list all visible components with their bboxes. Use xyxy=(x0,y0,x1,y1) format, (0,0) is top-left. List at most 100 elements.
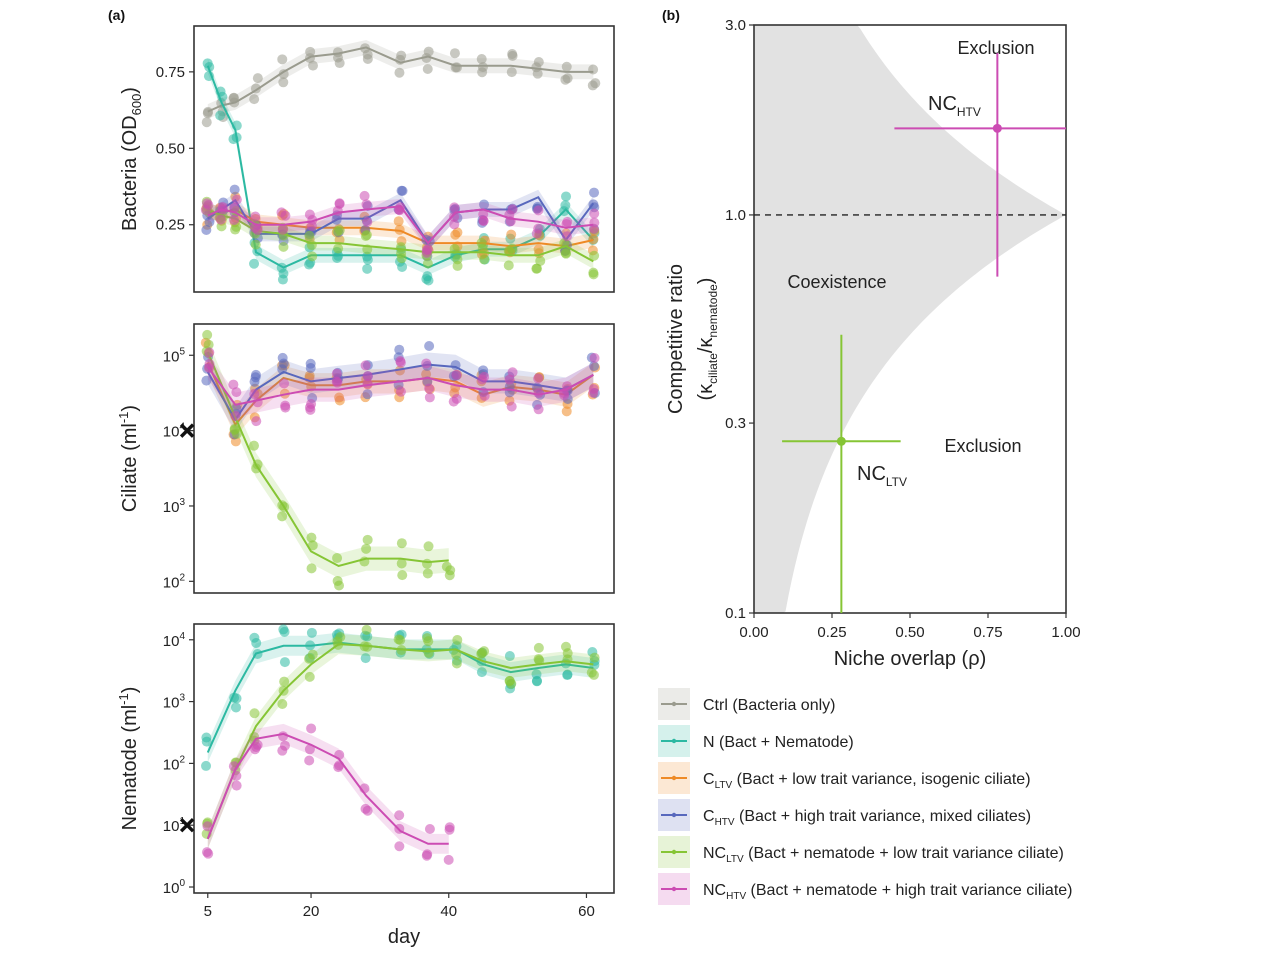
bacteria-nc_ltv-replicate-point xyxy=(535,255,546,266)
bacteria-y-tick-label: 0.25 xyxy=(156,217,185,234)
bacteria-nc_htv-confidence-band xyxy=(207,198,594,251)
bacteria-ctrl-replicate-point xyxy=(307,60,318,71)
tick-exponent: 2 xyxy=(179,572,185,583)
bacteria-nc_ltv-replicate-point xyxy=(332,226,343,237)
ciliate-nc_htv-mean-line xyxy=(206,366,594,406)
y-label-end: ) xyxy=(119,687,141,694)
tick-base: 10 xyxy=(163,756,180,773)
bacteria-ctrl-replicate-point xyxy=(201,117,212,128)
nematode-x-tick-label: 60 xyxy=(578,903,595,920)
bacteria-n-replicate-point xyxy=(362,263,373,274)
niche-x-tick-label: 0.25 xyxy=(817,624,846,641)
bacteria-nc_htv-replicate-point xyxy=(362,217,373,228)
legend-text: N (Bact + Nematode) xyxy=(703,734,854,751)
nematode-plot-frame xyxy=(193,623,615,894)
nematode-nc_htv-replicate-point xyxy=(424,824,435,835)
nc_htv-point-label: NCHTV xyxy=(928,93,981,119)
ratio-subscript-nematode: nematode xyxy=(706,284,720,338)
bacteria-ctrl-replicate-point xyxy=(422,64,433,75)
niche-y-axis-label: Competitive ratio xyxy=(665,264,687,414)
nematode-nc_ltv-replicate-point xyxy=(504,675,515,686)
ciliate-c_ltv-replicate-point xyxy=(561,406,572,417)
bacteria-ctrl-replicate-point xyxy=(423,46,434,57)
ciliate-nc_ltv-replicate-point xyxy=(277,511,288,522)
nematode-x-tick-label: 5 xyxy=(204,903,212,920)
ciliate-c_htv-replicate-point xyxy=(231,403,242,414)
legend-text-rest: (Bact + nematode + high trait variance c… xyxy=(746,882,1072,899)
bacteria-nc_ltv-replicate-point xyxy=(278,241,289,252)
nematode-n-replicate-point xyxy=(476,667,487,678)
bacteria-n-mean-line xyxy=(206,65,595,269)
ciliate-nc_htv-replicate-point xyxy=(451,393,462,404)
ciliate-nc_htv-replicate-point xyxy=(362,371,373,382)
bacteria-ctrl-replicate-point xyxy=(561,61,572,72)
ciliate-nc_htv-replicate-point xyxy=(479,390,490,401)
bacteria-panel: 0.25 0.50 0.75 Bacteria (OD600) xyxy=(119,25,615,293)
ciliate-nc_ltv-replicate-point xyxy=(362,534,373,545)
ratio-end: ) xyxy=(695,278,717,285)
nematode-nc_htv-replicate-point xyxy=(203,848,214,859)
legend-text: NC xyxy=(703,882,726,899)
bacteria-nc_ltv-replicate-point xyxy=(360,231,371,242)
tick-exponent: 0 xyxy=(179,878,185,889)
ciliate-nc_htv-replicate-point xyxy=(228,379,239,390)
niche-x-tick-label: 0.50 xyxy=(895,624,924,641)
nematode-nc_htv-replicate-point xyxy=(304,744,315,755)
ratio-pre: (κ xyxy=(695,383,717,401)
ciliate-nc_htv-replicate-point xyxy=(279,378,290,389)
y-label-superscript: -1 xyxy=(116,693,131,705)
bacteria-ctrl-replicate-point xyxy=(532,68,543,79)
nematode-y-tick-label: 102 xyxy=(163,754,186,773)
nematode-n-replicate-point xyxy=(231,702,242,713)
legend-dot-n xyxy=(671,738,677,744)
bacteria-nc_ltv-replicate-point xyxy=(452,254,463,265)
nematode-nc_ltv-replicate-point xyxy=(304,653,315,664)
bacteria-ctrl-replicate-point xyxy=(449,48,460,59)
nematode-n-replicate-point xyxy=(249,632,260,643)
bacteria-c_htv-confidence-band xyxy=(207,189,594,251)
ciliate-nc_htv-replicate-point xyxy=(504,374,515,385)
ciliate-nc_ltv-replicate-point xyxy=(332,575,343,586)
legend-subscript: LTV xyxy=(726,854,744,865)
bacteria-ctrl-mean-line xyxy=(207,46,594,113)
nematode-nc_ltv-replicate-point xyxy=(335,631,346,642)
bacteria-n-replicate-point xyxy=(249,258,260,269)
ciliate-nc_ltv-replicate-point xyxy=(397,570,408,581)
niche-y-tick-label: 0.3 xyxy=(725,415,746,432)
legend-label-n: N (Bact + Nematode) xyxy=(703,734,854,751)
tick-base: 10 xyxy=(163,695,180,712)
ciliate-nc_ltv-replicate-point xyxy=(307,540,318,551)
bacteria-c_ltv-replicate-point xyxy=(588,234,599,245)
niche-y-tick-label: 3.0 xyxy=(725,17,746,34)
nc_ltv-point xyxy=(836,436,846,446)
ciliate-nc_ltv-replicate-point xyxy=(248,440,259,451)
nematode-x-tick-label: 20 xyxy=(303,903,320,920)
nematode-nc_ltv-replicate-point xyxy=(304,671,315,682)
bacteria-ctrl-replicate-point xyxy=(228,92,239,103)
nematode-nc_ltv-replicate-point xyxy=(279,676,290,687)
nematode-nc_ltv-replicate-point xyxy=(451,649,462,660)
bacteria-ctrl-replicate-point xyxy=(278,69,289,80)
tick-base: 10 xyxy=(163,499,180,516)
nematode-initial-density-marker xyxy=(179,817,195,833)
bacteria-nc_ltv-replicate-point xyxy=(422,258,433,269)
tick-base: 10 xyxy=(163,818,180,835)
exclusion-region-label-bottom: Exclusion xyxy=(944,436,1021,456)
ciliate-nc_htv-replicate-point xyxy=(533,404,544,415)
bacteria-y-tick-label: 0.75 xyxy=(156,64,185,81)
bacteria-nc_ltv-replicate-point xyxy=(304,230,315,241)
ciliate-nc_htv-replicate-point xyxy=(204,358,215,369)
panel-label-a: (a) xyxy=(108,7,125,23)
bacteria-nc_htv-replicate-point xyxy=(252,224,263,235)
legend-dot-c_htv xyxy=(671,812,677,818)
legend-text-rest: (Bact + low trait variance, isogenic cil… xyxy=(732,771,1030,788)
y-label-text: Ciliate (ml xyxy=(119,423,141,512)
ciliate-nc_ltv-replicate-point xyxy=(423,541,434,552)
bacteria-nc_htv-replicate-point xyxy=(231,194,242,205)
nematode-nc_ltv-replicate-point xyxy=(422,633,433,644)
nematode-nc_htv-replicate-point xyxy=(250,744,261,755)
ciliate-nc_ltv-replicate-point xyxy=(396,558,407,569)
nematode-n-replicate-point xyxy=(279,626,290,637)
nc_htv-point xyxy=(992,123,1002,133)
